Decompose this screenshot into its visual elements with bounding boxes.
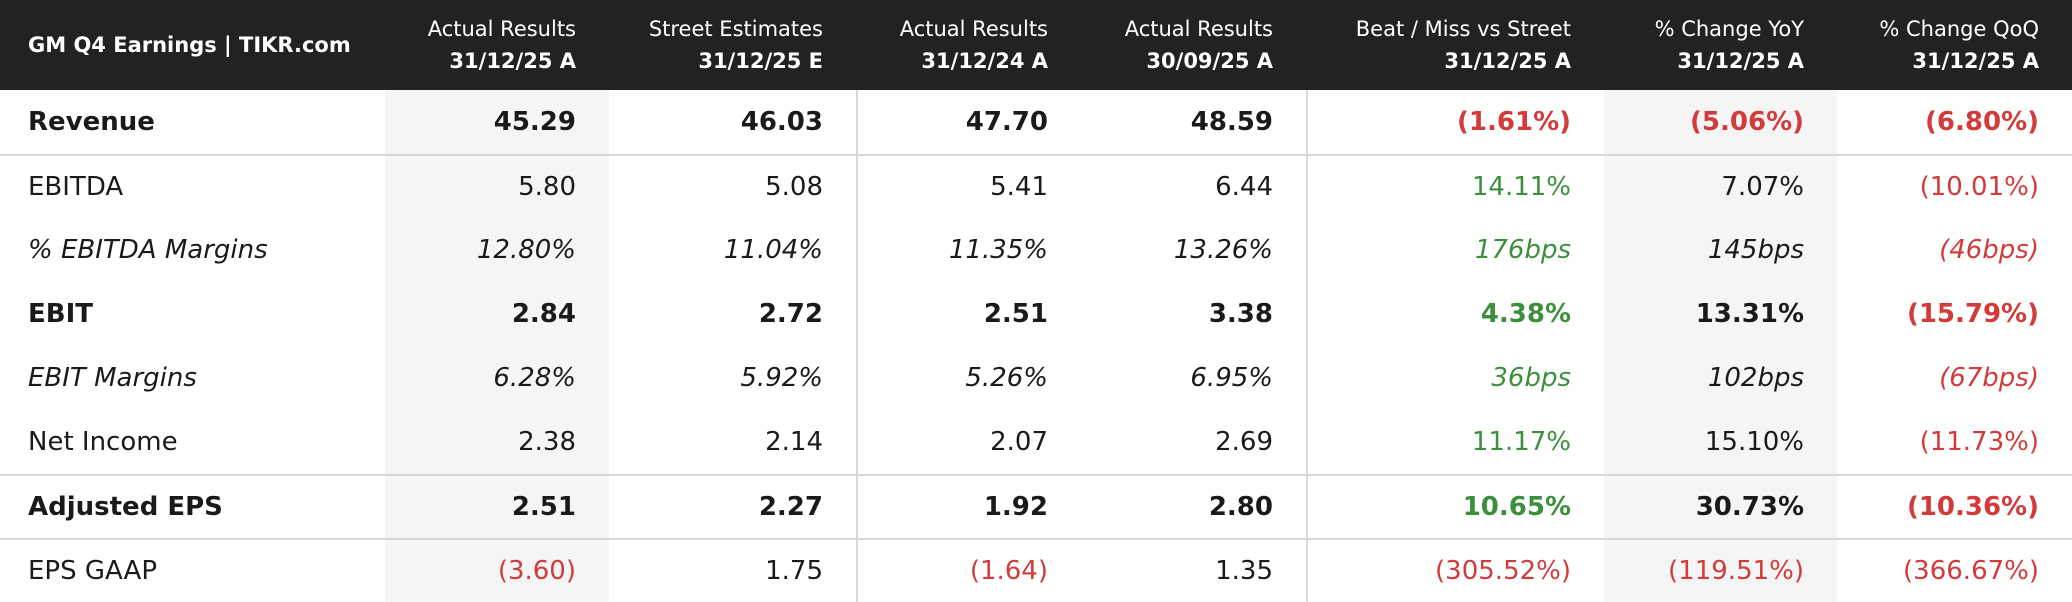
- column-date: 30/09/25 A: [1146, 49, 1273, 73]
- column-header: % Change QoQ 31/12/25 A: [1837, 0, 2072, 90]
- cell: 145bps: [1604, 218, 1837, 282]
- row-label: Revenue: [28, 107, 155, 137]
- cell: 1.35: [1081, 538, 1306, 602]
- column-date: 31/12/25 A: [1444, 49, 1571, 73]
- cell: 6.44: [1081, 154, 1306, 218]
- cell: 5.08: [609, 154, 856, 218]
- column-date: 31/12/25 A: [449, 49, 576, 73]
- cell: 6.28%: [385, 346, 609, 410]
- cell: 46.03: [740, 107, 823, 137]
- cell: 11.35%: [856, 218, 1081, 282]
- cell: 11.04%: [723, 235, 823, 265]
- cell: 2.51: [385, 474, 609, 538]
- cell: (15.79%): [1906, 299, 2039, 329]
- row-label: EBITDA: [0, 154, 385, 218]
- column-date: 31/12/25 A: [1912, 49, 2039, 73]
- column-header: Actual Results 30/09/25 A: [1081, 0, 1306, 90]
- cell: (6.80%): [1925, 107, 2039, 137]
- cell: 10.65%: [1306, 474, 1604, 538]
- column-date: 31/12/25 E: [698, 49, 823, 73]
- cell: (10.36%): [1837, 474, 2072, 538]
- column-label: Street Estimates: [648, 17, 823, 41]
- column-header: Street Estimates 31/12/25 E: [609, 0, 856, 90]
- cell: (1.64): [856, 538, 1081, 602]
- cell: 1.75: [609, 538, 856, 602]
- cell: 2.80: [1081, 474, 1306, 538]
- cell: 14.11%: [1306, 154, 1604, 218]
- cell: 11.17%: [1306, 410, 1604, 474]
- cell: 3.38: [1208, 299, 1273, 329]
- cell: (5.06%): [1604, 90, 1837, 154]
- cell: 176bps: [1306, 218, 1604, 282]
- cell: 15.10%: [1604, 410, 1837, 474]
- row-label: Net Income: [28, 427, 178, 457]
- cell: 2.51: [856, 282, 1081, 346]
- column-label: Beat / Miss vs Street: [1355, 17, 1571, 41]
- cell: 47.70: [856, 90, 1081, 154]
- cell: 5.92%: [740, 363, 823, 393]
- cell: 6.95%: [1190, 363, 1273, 393]
- cell: 7.07%: [1604, 154, 1837, 218]
- cell: 2.69: [1215, 427, 1273, 457]
- cell: 2.14: [765, 427, 823, 457]
- cell: 30.73%: [1604, 474, 1837, 538]
- cell: 13.31%: [1604, 282, 1837, 346]
- column-label: Actual Results: [899, 17, 1048, 41]
- column-label: Actual Results: [1124, 17, 1273, 41]
- cell: (67bps): [1939, 363, 2039, 393]
- row-label: EBIT Margins: [28, 363, 197, 393]
- column-date: 31/12/25 A: [1677, 49, 1804, 73]
- cell: 2.72: [758, 299, 823, 329]
- cell: (305.52%): [1306, 538, 1604, 602]
- cell: (119.51%): [1604, 538, 1837, 602]
- cell: 2.38: [385, 410, 609, 474]
- row-label: % EBITDA Margins: [28, 235, 268, 265]
- column-header: Actual Results 31/12/24 A: [856, 0, 1081, 90]
- cell: 4.38%: [1306, 282, 1604, 346]
- cell: (11.73%): [1919, 427, 2039, 457]
- cell: (1.61%): [1306, 90, 1604, 154]
- cell: 45.29: [385, 90, 609, 154]
- column-header: Actual Results 31/12/25 A: [385, 0, 609, 90]
- cell: 5.80: [385, 154, 609, 218]
- column-label: % Change QoQ: [1879, 17, 2039, 41]
- column-label: % Change YoY: [1654, 17, 1804, 41]
- cell: (3.60): [385, 538, 609, 602]
- cell: 102bps: [1604, 346, 1837, 410]
- cell: 2.27: [609, 474, 856, 538]
- column-header: % Change YoY 31/12/25 A: [1604, 0, 1837, 90]
- column-date: 31/12/24 A: [921, 49, 1048, 73]
- row-label: EBIT: [28, 299, 93, 329]
- cell: (46bps): [1939, 235, 2039, 265]
- cell: 13.26%: [1173, 235, 1273, 265]
- cell: 2.07: [856, 410, 1081, 474]
- row-label: EPS GAAP: [0, 538, 385, 602]
- cell: 5.26%: [856, 346, 1081, 410]
- cell: 1.92: [856, 474, 1081, 538]
- cell: 2.84: [385, 282, 609, 346]
- cell: (10.01%): [1837, 154, 2072, 218]
- cell: 36bps: [1306, 346, 1604, 410]
- cell: 5.41: [856, 154, 1081, 218]
- column-label: Actual Results: [427, 17, 576, 41]
- table-title: GM Q4 Earnings | TIKR.com: [0, 0, 385, 90]
- cell: 12.80%: [385, 218, 609, 282]
- cell: (366.67%): [1837, 538, 2072, 602]
- cell: 48.59: [1190, 107, 1273, 137]
- row-label: Adjusted EPS: [0, 474, 385, 538]
- column-header: Beat / Miss vs Street 31/12/25 A: [1306, 0, 1604, 90]
